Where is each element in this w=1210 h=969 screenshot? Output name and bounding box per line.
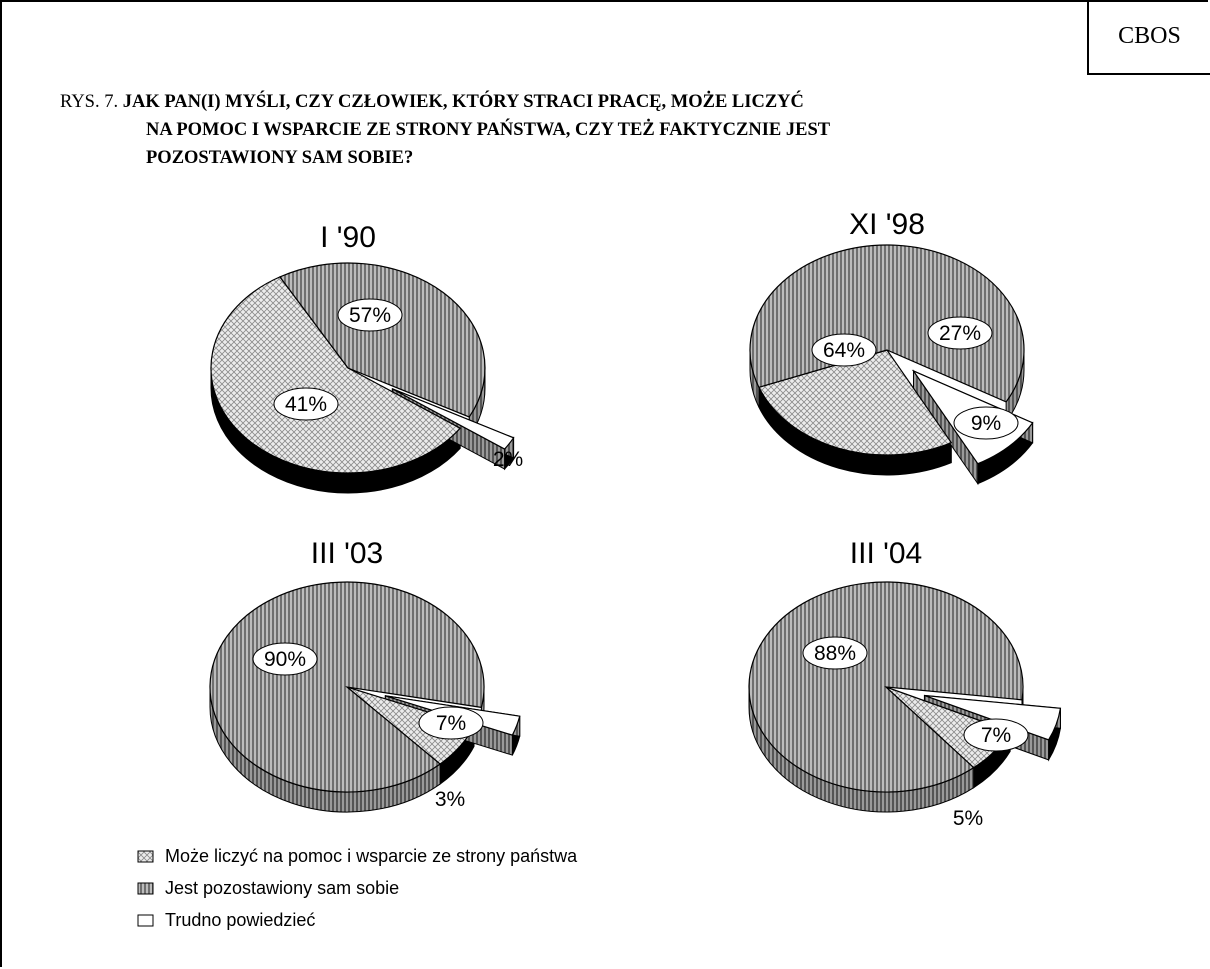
pie-2-slice-2 — [749, 244, 1025, 403]
pie-2-slice-1 — [758, 349, 953, 456]
legend-item-1: Może liczyć na pomoc i wsparcie ze stron… — [137, 846, 578, 866]
pie-1-slice-3 — [392, 388, 515, 450]
legend-label-1: Może liczyć na pomoc i wsparcie ze stron… — [165, 846, 578, 866]
pie-1-tops — [210, 262, 515, 474]
pie-1-title: I '90 — [320, 221, 376, 254]
svg-text:5%: 5% — [953, 807, 983, 830]
svg-text:41%: 41% — [285, 393, 327, 416]
svg-text:2%: 2% — [493, 448, 523, 471]
legend-label-2: Jest pozostawiony sam sobie — [165, 878, 399, 898]
svg-text:7%: 7% — [436, 712, 466, 735]
pie-1-slice-1 — [210, 276, 462, 474]
svg-text:57%: 57% — [349, 304, 391, 327]
pie-3-title: III '03 — [311, 537, 383, 570]
pie-1: I '90 57% 41% 2% — [210, 221, 523, 494]
pie-3-label-3: 3% — [435, 788, 465, 811]
pie-1-label-3: 2% — [493, 448, 523, 471]
legend-swatch-3 — [137, 914, 154, 927]
pie-4: III '04 7% 88% 5% — [748, 537, 1062, 830]
legend-swatch-2 — [137, 882, 154, 895]
pie-4-label-2: 88% — [802, 636, 868, 670]
caption-line-2: NA POMOC I WSPARCIE ZE STRONY PAŃSTWA, C… — [146, 120, 831, 140]
caption-line-1: JAK PAN(I) MYŚLI, CZY CZŁOWIEK, KTÓRY ST… — [122, 92, 804, 112]
cbos-badge: CBOS — [1087, 0, 1210, 75]
caption-line-3: POZOSTAWIONY SAM SOBIE? — [146, 148, 414, 168]
pie-1-slice-2 — [278, 262, 486, 418]
svg-text:90%: 90% — [264, 648, 306, 671]
legend-swatch-1 — [137, 850, 154, 863]
pie-1-label-2: 41% — [273, 387, 339, 421]
figure-caption: RYS. 7. JAK PAN(I) MYŚLI, CZY CZŁOWIEK, … — [60, 88, 1050, 172]
pie-2-tops — [749, 244, 1034, 465]
pie-4-slice-3 — [924, 694, 1062, 741]
pie-3-label-2: 90% — [252, 642, 318, 676]
legend-item-3: Trudno powiedzieć — [137, 910, 315, 930]
svg-text:27%: 27% — [939, 322, 981, 345]
pie-4-label-1: 7% — [963, 718, 1029, 752]
svg-text:9%: 9% — [971, 412, 1001, 435]
pie-2-label-1: 27% — [927, 316, 993, 350]
pie-4-label-3: 5% — [953, 807, 983, 830]
svg-text:64%: 64% — [823, 339, 865, 362]
caption-prefix: RYS. 7. — [60, 92, 119, 112]
pie-4-slice-2 — [748, 581, 1024, 793]
pie-2-label-2: 64% — [811, 333, 877, 367]
pie-3-slice-2 — [209, 581, 485, 793]
svg-text:3%: 3% — [435, 788, 465, 811]
pie-4-title: III '04 — [850, 537, 922, 570]
pie-3-tops — [209, 581, 521, 793]
pie-4-tops — [748, 581, 1062, 793]
pie-1-label-1: 57% — [337, 298, 403, 332]
svg-text:7%: 7% — [981, 724, 1011, 747]
pie-2-title: XI '98 — [849, 208, 925, 241]
pie-2: XI '98 27% 64% 9% — [749, 208, 1034, 486]
pie-3-label-1: 7% — [418, 706, 484, 740]
pie-2-label-3: 9% — [953, 406, 1019, 440]
legend-item-2: Jest pozostawiony sam sobie — [137, 878, 399, 898]
legend-label-3: Trudno powiedzieć — [165, 910, 315, 930]
svg-text:88%: 88% — [814, 642, 856, 665]
pie-3: III '03 7% 90% 3% — [209, 537, 521, 813]
